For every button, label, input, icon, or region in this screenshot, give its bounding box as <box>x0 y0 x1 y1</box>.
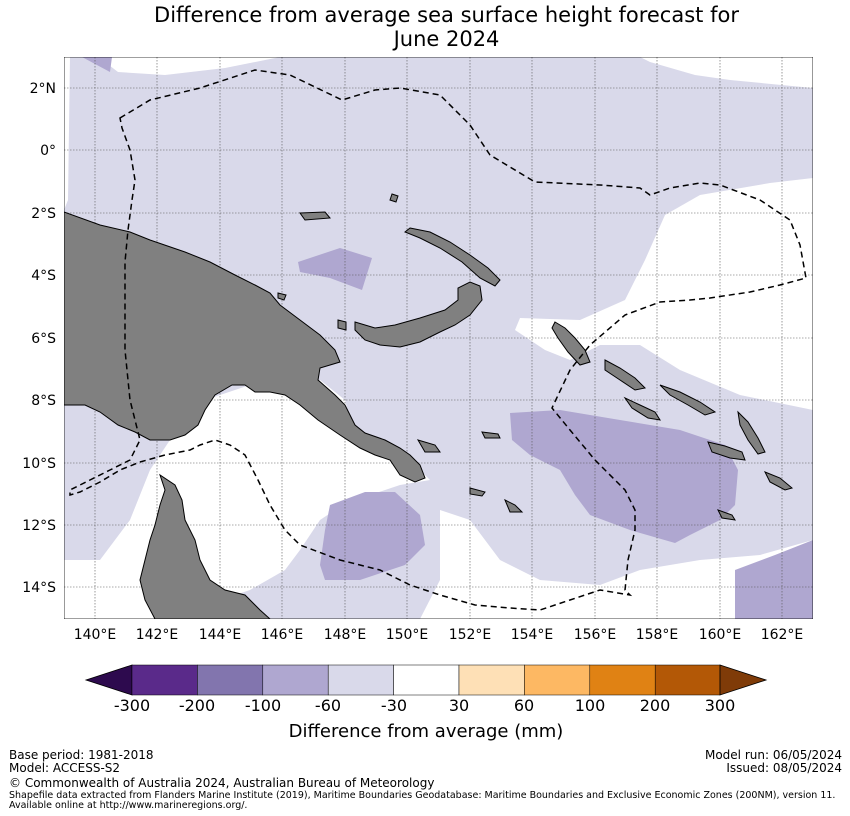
colorbar-tick-label: 30 <box>449 696 469 715</box>
lat-label: 10°S <box>22 456 56 472</box>
copyright: © Commonwealth of Australia 2024, Austra… <box>9 776 435 790</box>
anomaly-medium-solomon-sea <box>510 410 738 543</box>
lat-label: 12°S <box>22 518 56 534</box>
lon-label: 150°E <box>386 627 429 643</box>
lat-label: 8°S <box>31 393 56 409</box>
base-period: Base period: 1981-2018 <box>9 748 154 762</box>
chart-title: Difference from average sea surface heig… <box>0 3 850 51</box>
colorbar-tick-label: 300 <box>705 696 736 715</box>
colorbar-swatch <box>524 664 591 696</box>
colorbar-tick-label: 200 <box>640 696 671 715</box>
colorbar-title: Difference from average (mm) <box>289 721 564 742</box>
land-small-1 <box>337 319 347 331</box>
land-small-3 <box>716 509 736 521</box>
shapefile-credit-1: Shapefile data extracted from Flanders M… <box>9 790 836 801</box>
land-new-guinea <box>64 211 426 483</box>
colorbar-tick-label: -30 <box>381 696 407 715</box>
anomaly-medium-bismarck <box>298 248 372 290</box>
model-run: Model run: 06/05/2024 <box>704 748 842 762</box>
land-new-britain <box>354 281 483 348</box>
lon-label: 142°E <box>136 627 179 643</box>
colorbar-tick-label: -60 <box>315 696 341 715</box>
shapefile-credit-2: Available online at http://www.marinereg… <box>9 800 248 811</box>
land-australia <box>139 473 271 619</box>
lon-label: 158°E <box>636 627 679 643</box>
colorbar-swatch <box>197 664 264 696</box>
neutral-region-north <box>105 57 280 75</box>
colorbar-tick-label: -300 <box>114 696 150 715</box>
colorbar: -300 -200 -100 -60 -30 30 60 100 200 300… <box>84 664 768 742</box>
neutral-region-west <box>64 57 70 210</box>
land-guadalcanal <box>707 441 746 461</box>
land-malaita <box>737 410 766 455</box>
colorbar-swatch <box>131 664 198 696</box>
eez-boundary-line <box>69 69 807 611</box>
land <box>64 193 794 619</box>
map-area <box>64 57 813 619</box>
colorbar-swatch <box>393 664 460 696</box>
colorbar-tick-label: -200 <box>179 696 215 715</box>
colorbar-tick-label: -100 <box>245 696 281 715</box>
land-small-2 <box>389 193 399 203</box>
lon-label: 146°E <box>261 627 304 643</box>
lat-labels: 2°N 0° 2°S 4°S 6°S 8°S 10°S 12°S 14°S <box>22 81 56 596</box>
lat-label: 2°N <box>30 81 56 97</box>
colorbar-swatch <box>327 664 394 696</box>
land-makira <box>763 471 794 491</box>
anomaly-medium-southeast <box>735 540 813 619</box>
colorbar-swatch <box>654 664 721 696</box>
land-ferguson-islands <box>416 439 441 453</box>
land-manus <box>299 211 332 221</box>
land-woodlark <box>481 431 501 439</box>
lon-label: 156°E <box>574 627 617 643</box>
neutral-region-northeast <box>640 57 813 88</box>
lat-label: 4°S <box>31 268 56 284</box>
neutral-region-south <box>420 510 813 619</box>
lon-labels: 140°E 142°E 144°E 146°E 148°E 150°E 152°… <box>74 627 804 643</box>
colorbar-swatch <box>262 664 329 696</box>
land-new-georgia <box>623 396 662 421</box>
lon-label: 162°E <box>761 627 804 643</box>
lat-label: 14°S <box>22 580 56 596</box>
land-bougainville <box>551 321 591 366</box>
colorbar-tick-label: 100 <box>575 696 606 715</box>
colorbar-extend-high <box>719 664 768 696</box>
neutral-region-northeast-2 <box>515 178 813 410</box>
colorbar-tick-label: 60 <box>514 696 534 715</box>
lon-label: 152°E <box>449 627 492 643</box>
land-choiseul <box>604 359 647 391</box>
land-santa-isabel <box>659 384 717 416</box>
land-small-4 <box>277 292 287 301</box>
land-misima <box>469 487 486 497</box>
lon-label: 154°E <box>511 627 554 643</box>
lat-label: 2°S <box>31 206 56 222</box>
land-rossel <box>504 498 524 513</box>
lon-label: 148°E <box>324 627 367 643</box>
issued-date: Issued: 08/05/2024 <box>726 761 842 775</box>
lon-label: 144°E <box>199 627 242 643</box>
colorbar-swatch <box>589 664 656 696</box>
colorbar-swatch <box>458 664 525 696</box>
model-name: Model: ACCESS-S2 <box>9 761 121 775</box>
land-new-ireland <box>404 227 501 287</box>
lon-label: 160°E <box>699 627 742 643</box>
title-line-2: June 2024 <box>393 27 500 51</box>
lat-label: 0° <box>40 143 56 159</box>
anomaly-medium-coral-sea <box>320 492 425 580</box>
lon-label: 140°E <box>74 627 117 643</box>
colorbar-extend-low <box>84 664 133 696</box>
title-line-1: Difference from average sea surface heig… <box>154 3 739 27</box>
lat-label: 6°S <box>31 331 56 347</box>
anomaly-medium-north <box>82 57 112 72</box>
